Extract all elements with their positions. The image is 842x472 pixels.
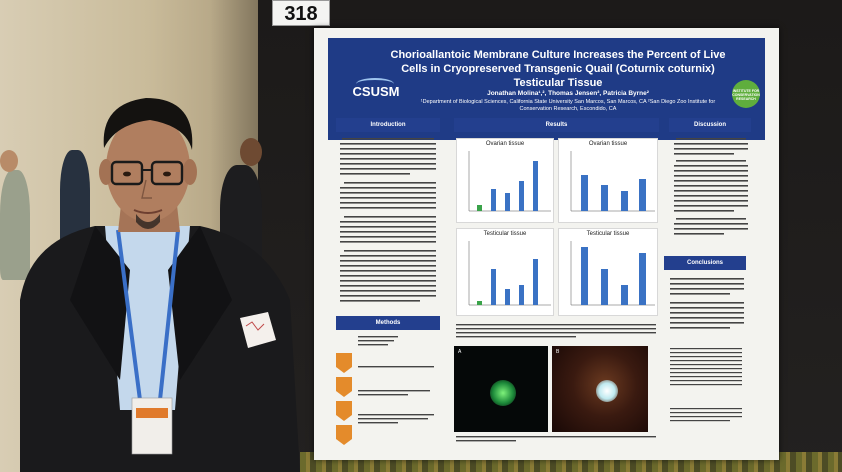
background-person-3-head xyxy=(240,138,262,166)
chart-testicular-2-plot xyxy=(570,241,655,306)
section-conclusions: Conclusions xyxy=(664,256,746,270)
poster-title: Chorioallantoic Membrane Culture Increas… xyxy=(390,49,726,89)
gfp-signal xyxy=(490,380,516,406)
chart-testicular-1: Testicular tissue xyxy=(456,228,554,316)
chart-ovarian-1-plot xyxy=(468,151,551,212)
chart-ovarian-2: Ovarian tissue xyxy=(558,138,658,223)
right-lapel xyxy=(168,226,232,380)
chart-testicular-2: Testicular tissue xyxy=(558,228,658,316)
methods-text-lines xyxy=(358,336,434,424)
glasses-left-lens xyxy=(110,160,144,186)
section-results: Results xyxy=(454,118,659,132)
figure-image-a: A xyxy=(454,346,548,432)
face xyxy=(106,114,190,222)
chart-testicular-1-plot xyxy=(468,241,551,306)
left-lapel xyxy=(70,226,130,380)
badge-stripe xyxy=(136,408,168,418)
nose xyxy=(141,179,152,199)
method-step-3 xyxy=(336,401,352,421)
background-person-1-head xyxy=(0,150,18,172)
presenter xyxy=(20,98,300,472)
research-poster: Chorioallantoic Membrane Culture Increas… xyxy=(314,28,779,460)
poster-authors: Jonathan Molina¹,², Thomas Jensen², Patr… xyxy=(487,90,649,97)
section-discussion: Discussion xyxy=(669,118,751,132)
blue-lanyard xyxy=(116,229,180,401)
chart-ovarian-1-title: Ovarian tissue xyxy=(485,141,525,147)
background-person-1 xyxy=(0,170,30,280)
section-methods: Methods xyxy=(336,316,440,330)
goatee xyxy=(136,214,160,229)
poster-affiliations: ¹Department of Biological Sciences, Cali… xyxy=(420,99,716,112)
pocket-square-pattern xyxy=(245,321,265,331)
right-ear xyxy=(183,159,197,185)
method-step-4 xyxy=(336,425,352,445)
chart-ovarian-2-plot xyxy=(570,151,655,212)
name-badge xyxy=(131,397,173,455)
sdzoo-logo: INSTITUTE FOR CONSERVATION RESEARCH xyxy=(732,80,760,108)
glasses-right-lens xyxy=(150,160,184,186)
figure-image-b: B xyxy=(552,346,648,432)
methods-flow xyxy=(336,353,352,453)
poster-text-lines xyxy=(340,138,748,442)
figure-label-b: B xyxy=(556,349,560,355)
method-step-2 xyxy=(336,377,352,397)
csusm-swoosh-icon xyxy=(356,78,394,90)
mouth xyxy=(133,209,163,214)
chart-testicular-2-title: Testicular tissue xyxy=(586,231,630,237)
board-number: 318 xyxy=(272,0,330,26)
right-eye xyxy=(163,171,171,177)
hair xyxy=(103,98,193,150)
chart-ovarian-2-title: Ovarian tissue xyxy=(588,141,628,147)
left-ear xyxy=(99,159,113,185)
method-step-1 xyxy=(336,353,352,373)
chart-testicular-1-title: Testicular tissue xyxy=(483,231,527,237)
csusm-logo: CSUSM xyxy=(352,84,400,99)
section-introduction: Introduction xyxy=(336,118,440,132)
figure-label-a: A xyxy=(458,349,462,355)
chart-ovarian-1: Ovarian tissue xyxy=(456,138,554,223)
left-eye xyxy=(123,171,131,177)
tissue-graft xyxy=(596,380,618,402)
